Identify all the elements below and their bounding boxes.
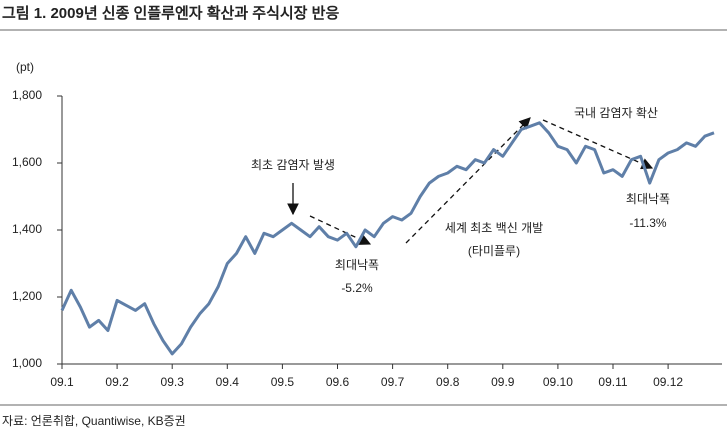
y-tick-label: 1,400 (12, 222, 42, 236)
x-tick-label: 09.1 (50, 375, 74, 389)
x-tick-label: 09.10 (543, 375, 573, 389)
y-tick-label: 1,600 (12, 155, 42, 169)
x-tick-label: 09.4 (216, 375, 240, 389)
source: 자료: 언론취합, Quantiwise, KB증권 (2, 414, 186, 428)
x-tick-label: 09.2 (105, 375, 129, 389)
x-tick-label: 09.3 (161, 375, 185, 389)
y-tick-label: 1,200 (12, 289, 42, 303)
annotation: (타미플루) (468, 244, 520, 258)
y-tick-label: 1,000 (12, 356, 42, 370)
annotation: 세계 최초 백신 개발 (445, 221, 543, 235)
x-tick-label: 09.7 (381, 375, 405, 389)
x-tick-label: 09.8 (436, 375, 460, 389)
x-tick-label: 09.5 (271, 375, 295, 389)
annotation: -5.2% (341, 281, 373, 295)
annotation: -11.3% (629, 216, 666, 230)
y-tick-label: 1,800 (12, 88, 42, 102)
chart-title: 그림 1. 2009년 신종 인플루엔자 확산과 주식시장 반응 (2, 4, 339, 22)
annotation: 국내 감염자 확산 (574, 106, 658, 120)
y-axis-label: (pt) (16, 60, 34, 74)
line (60, 121, 715, 356)
annotation: 최대낙폭 (335, 258, 379, 272)
annotation: 최초 감염자 발생 (251, 158, 335, 172)
x-tick-label: 09.9 (491, 375, 515, 389)
annotation: 최대낙폭 (626, 192, 670, 206)
arrow (405, 117, 531, 244)
x-tick-label: 09.12 (653, 375, 683, 389)
x-tick-label: 09.11 (598, 375, 627, 389)
x-tick-label: 09.6 (326, 375, 350, 389)
